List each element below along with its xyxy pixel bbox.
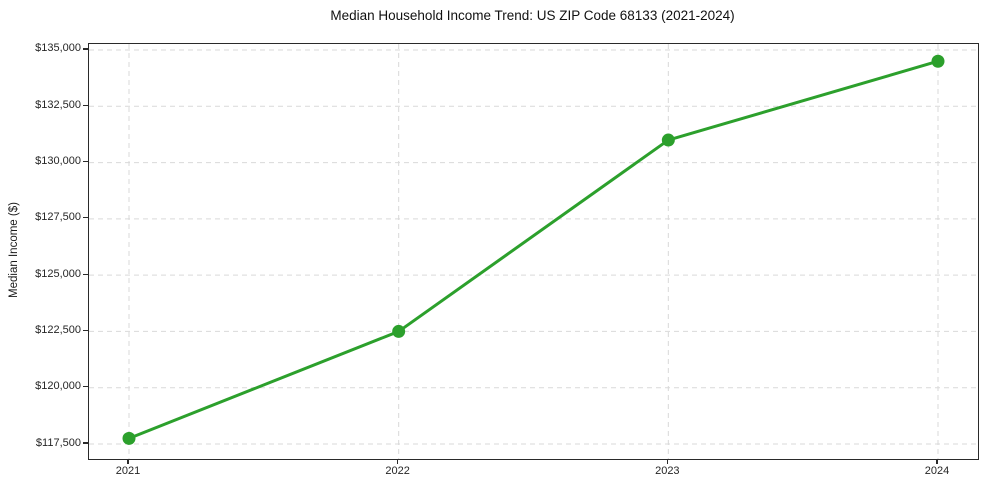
y-tick-mark — [83, 442, 88, 444]
data-point-marker — [661, 133, 675, 147]
y-tick-mark — [83, 104, 88, 106]
y-tick-label: $125,000 — [35, 267, 81, 280]
y-tick-mark — [83, 273, 88, 275]
y-tick-label: $130,000 — [35, 155, 81, 168]
plot-area — [88, 43, 979, 460]
data-point-marker — [122, 431, 136, 445]
data-point-marker — [931, 54, 945, 68]
y-tick-mark — [83, 48, 88, 50]
chart-title: Median Household Income Trend: US ZIP Co… — [330, 8, 735, 23]
x-tick-mark — [666, 459, 668, 464]
y-tick-label: $122,500 — [35, 323, 81, 336]
x-tick-mark — [397, 459, 399, 464]
y-tick-label: $120,000 — [35, 380, 81, 393]
x-tick-mark — [127, 459, 129, 464]
y-tick-mark — [83, 386, 88, 388]
y-tick-label: $132,500 — [35, 98, 81, 111]
y-tick-mark — [83, 160, 88, 163]
series-line — [127, 59, 940, 440]
y-tick-mark — [83, 217, 88, 219]
x-tick-mark — [936, 459, 938, 464]
x-tick-label: 2024 — [924, 465, 950, 477]
y-tick-label: $127,500 — [35, 211, 81, 224]
x-tick-label: 2021 — [115, 465, 141, 477]
y-tick-mark — [83, 329, 88, 332]
x-tick-label: 2023 — [655, 465, 680, 477]
line-chart-canvas — [89, 44, 978, 459]
x-tick-label: 2022 — [385, 465, 410, 477]
y-tick-label: $117,500 — [35, 436, 81, 449]
y-tick-label: $135,000 — [35, 42, 81, 55]
data-point-marker — [392, 324, 406, 338]
